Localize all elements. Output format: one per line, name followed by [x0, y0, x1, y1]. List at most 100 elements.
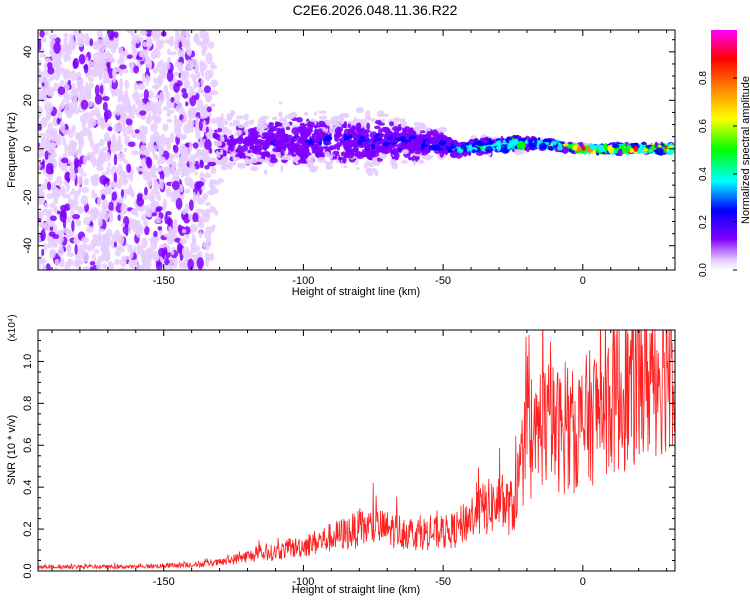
spectrogram-cell [213, 140, 223, 147]
spectrogram-cell [333, 144, 338, 150]
spectrogram-cell [292, 154, 297, 163]
spectrogram-cell [89, 69, 98, 77]
spectrogram-cell [81, 236, 89, 244]
spectrogram-cell [198, 230, 203, 238]
spectrogram-cell [536, 141, 541, 149]
spectrogram-cell [123, 159, 129, 165]
spectrogram-cell [198, 119, 203, 131]
spectrogram-cell [119, 64, 127, 70]
spectrogram-cell [42, 91, 47, 101]
spectrogram-cell [137, 83, 146, 91]
spectrogram-cell [317, 156, 326, 163]
spectrogram-cell [134, 212, 139, 217]
spectrogram-cell [249, 157, 259, 164]
snr-ytick-label: 0.2 [22, 521, 34, 536]
spectrogram-cell [98, 58, 107, 71]
spectrogram-cell [120, 170, 127, 177]
spectrogram-cell [53, 240, 58, 249]
spectrogram-cell [206, 189, 216, 196]
spectrogram-cell [356, 107, 364, 114]
spectrogram-cell [170, 249, 175, 256]
spectrogram-cell [654, 141, 658, 149]
spectrogram-cell [153, 30, 161, 38]
spectrogram-cell [228, 129, 232, 136]
spectrogram-cell [144, 56, 152, 68]
spectrogram-cell [452, 139, 458, 146]
spectrogram-cell [153, 153, 159, 161]
spectrogram-cell [190, 58, 199, 68]
spectrogram-cell [151, 250, 159, 262]
spectrogram-cell [214, 210, 219, 215]
spectrogram-cell [159, 38, 165, 46]
spectrogram-cell [43, 242, 48, 252]
spectrogram-cell [38, 254, 44, 265]
spectrogram-cell [55, 37, 61, 44]
spectrogram-cell [90, 175, 98, 186]
spectrogram-cell [204, 31, 209, 38]
spectrogram-cell [291, 153, 297, 157]
spectrogram-cell [192, 142, 199, 149]
spectrogram-cell [611, 144, 620, 149]
spectrogram-cell [100, 233, 108, 241]
spectrogram-cell [194, 171, 199, 176]
spectrogram-cell [351, 142, 356, 148]
spectrogram-cell [63, 162, 68, 173]
spectrogram-cell [259, 158, 265, 163]
spectrogram-cell [258, 118, 266, 125]
spectrogram-cell [62, 137, 67, 147]
spectrogram-cell [139, 30, 148, 36]
spectrogram-cell [140, 213, 147, 221]
spectrogram-cell [120, 189, 125, 198]
spectrogram-cell [41, 248, 45, 257]
spectrogram-cell [153, 49, 161, 59]
spectrogram-xtick-label: -50 [435, 275, 451, 287]
spectrogram-xtick-label: -100 [292, 275, 314, 287]
spectrogram-cell [168, 261, 174, 270]
chart-title: C2E6.2026.048.11.36.R22 [292, 2, 458, 18]
snr-ytick-label: 0.8 [22, 396, 34, 411]
spectrogram-cell [50, 73, 57, 80]
spectrogram-cell [158, 98, 163, 107]
spectrogram-cell [97, 232, 102, 241]
spectrogram-cell [143, 89, 149, 101]
spectrogram-cell [124, 255, 131, 260]
spectrogram-cell [78, 53, 86, 65]
spectrogram-cell [248, 131, 255, 140]
spectrogram-cell [170, 96, 175, 103]
spectrogram-cell [168, 51, 177, 56]
spectrogram-cell [146, 40, 153, 48]
spectrogram-cell [365, 110, 371, 118]
spectrogram-cell [151, 113, 158, 121]
spectrogram-cell [263, 169, 268, 175]
spectrogram-cell [97, 217, 103, 228]
spectrogram-cell [413, 126, 419, 131]
spectrogram-cell [181, 247, 186, 256]
spectrogram-cell [92, 62, 101, 71]
spectrogram-cell [311, 150, 319, 154]
colorbar-tick-label: 0.8 [698, 71, 709, 85]
spectrogram-cell [309, 165, 318, 173]
spectrogram-cell [101, 194, 106, 201]
spectrogram-cell [52, 134, 60, 141]
spectrogram-cell [195, 70, 201, 79]
spectrogram-cell [40, 229, 46, 242]
spectrogram-cell [95, 260, 102, 270]
spectrogram-cell [62, 129, 71, 136]
spectrogram-cell [228, 147, 235, 152]
spectrogram-cell [103, 211, 109, 222]
spectrogram-cell [263, 146, 268, 151]
spectrogram-cell [157, 60, 161, 69]
spectrogram-cell [43, 221, 51, 232]
spectrogram-cell [117, 214, 121, 221]
spectrogram-cell [475, 151, 484, 156]
spectrogram-cell [220, 136, 225, 143]
spectrogram-cell [61, 208, 67, 220]
spectrogram-cell [107, 262, 111, 269]
spectrogram-cell [161, 70, 167, 76]
colorbar-label: Normalized spectral amplitude [740, 76, 750, 224]
spectrogram-cell [191, 107, 200, 112]
spectrogram-cell [298, 137, 304, 141]
spectrogram-cell [540, 137, 544, 142]
snr-ytick-label: 0.0 [22, 563, 34, 578]
spectrogram-cell [172, 189, 181, 195]
